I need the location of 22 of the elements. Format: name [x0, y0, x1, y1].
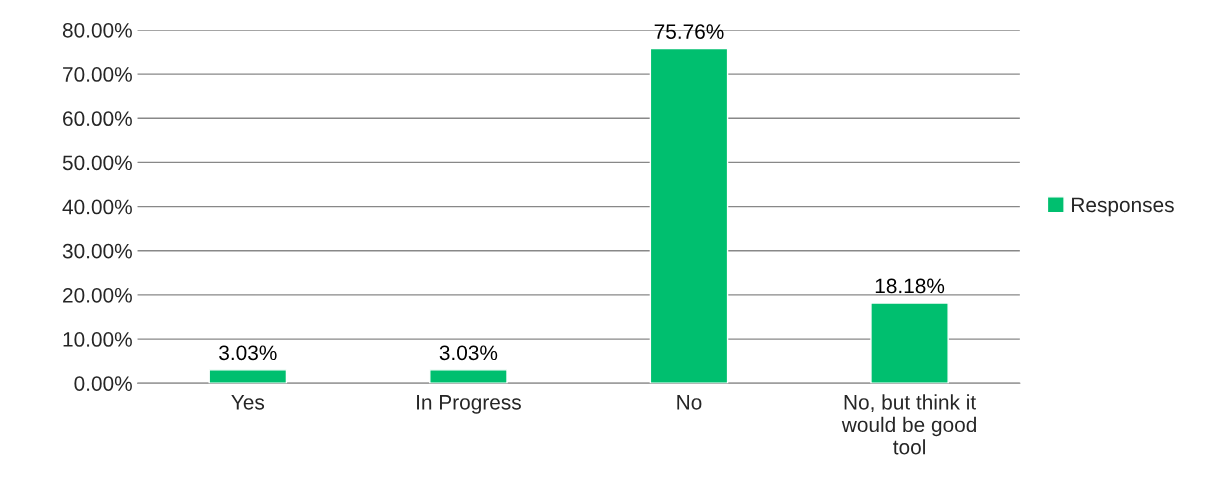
- data-label: 75.76%: [654, 24, 724, 39]
- data-label: 3.03%: [439, 345, 498, 361]
- legend-label: Responses: [1072, 197, 1174, 217]
- bar: [870, 302, 949, 384]
- bar: [649, 47, 729, 384]
- bar: [429, 369, 508, 384]
- y-tick-label: 50.00%: [62, 155, 132, 171]
- y-tick-label: 40.00%: [62, 199, 132, 215]
- y-tick-label: 20.00%: [63, 287, 132, 303]
- bar: [208, 369, 288, 384]
- x-tick-label: No: [677, 395, 702, 410]
- x-tick-label: In Progress: [417, 395, 521, 414]
- data-label: 18.18%: [875, 278, 945, 294]
- data-label: 3.03%: [219, 345, 277, 361]
- y-tick-label: 60.00%: [63, 111, 132, 127]
- x-tick-label: Yes: [231, 395, 265, 410]
- y-tick-label: 10.00%: [63, 332, 132, 347]
- y-tick-label: 30.00%: [62, 243, 132, 259]
- y-tick-label: 80.00%: [62, 22, 132, 38]
- y-tick-label: 70.00%: [63, 67, 132, 82]
- x-tick-label: No, but think it would be good tool: [841, 394, 976, 455]
- y-tick-label: 0.00%: [74, 376, 132, 391]
